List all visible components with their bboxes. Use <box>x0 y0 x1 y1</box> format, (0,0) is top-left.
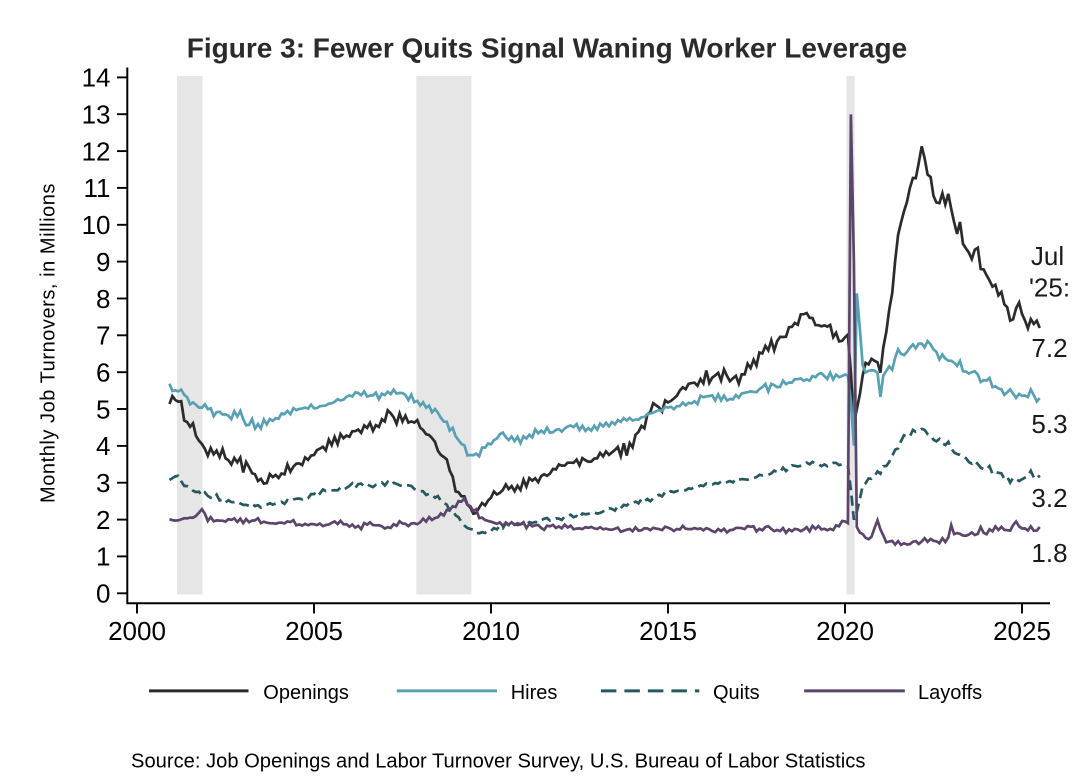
svg-text:2010: 2010 <box>462 616 520 646</box>
svg-text:1.8: 1.8 <box>1031 538 1067 568</box>
svg-text:6: 6 <box>96 358 110 388</box>
svg-text:11: 11 <box>84 173 111 203</box>
svg-text:10: 10 <box>82 210 111 240</box>
svg-text:2020: 2020 <box>816 616 874 646</box>
svg-text:1: 1 <box>96 542 110 572</box>
svg-text:3.2: 3.2 <box>1031 483 1067 513</box>
svg-text:Jul: Jul <box>1031 241 1064 271</box>
svg-text:4: 4 <box>96 431 110 461</box>
svg-text:Layoffs: Layoffs <box>918 682 982 704</box>
svg-text:0: 0 <box>96 579 110 609</box>
svg-text:Openings: Openings <box>263 682 349 704</box>
svg-text:8: 8 <box>96 284 110 314</box>
svg-text:2005: 2005 <box>285 616 343 646</box>
svg-text:7.2: 7.2 <box>1031 333 1067 363</box>
svg-text:5.3: 5.3 <box>1031 409 1067 439</box>
svg-text:Source: Job Openings and Labor: Source: Job Openings and Labor Turnover … <box>131 751 865 773</box>
svg-text:Monthly Job Turnovers, in Mill: Monthly Job Turnovers, in Millions <box>38 183 60 503</box>
svg-text:'25:: '25: <box>1029 273 1070 303</box>
svg-text:2025: 2025 <box>993 616 1051 646</box>
svg-text:7: 7 <box>96 321 110 351</box>
svg-text:3: 3 <box>96 468 110 498</box>
svg-text:14: 14 <box>82 63 111 93</box>
svg-text:13: 13 <box>82 100 111 130</box>
svg-text:2000: 2000 <box>108 616 166 646</box>
svg-text:5: 5 <box>96 394 110 424</box>
svg-text:2: 2 <box>96 505 110 535</box>
svg-text:Hires: Hires <box>511 682 558 704</box>
svg-text:Figure 3: Fewer Quits Signal W: Figure 3: Fewer Quits Signal Waning Work… <box>187 33 907 64</box>
svg-text:12: 12 <box>82 136 111 166</box>
svg-text:Quits: Quits <box>713 682 760 704</box>
svg-text:9: 9 <box>96 247 110 277</box>
svg-text:2015: 2015 <box>639 616 697 646</box>
